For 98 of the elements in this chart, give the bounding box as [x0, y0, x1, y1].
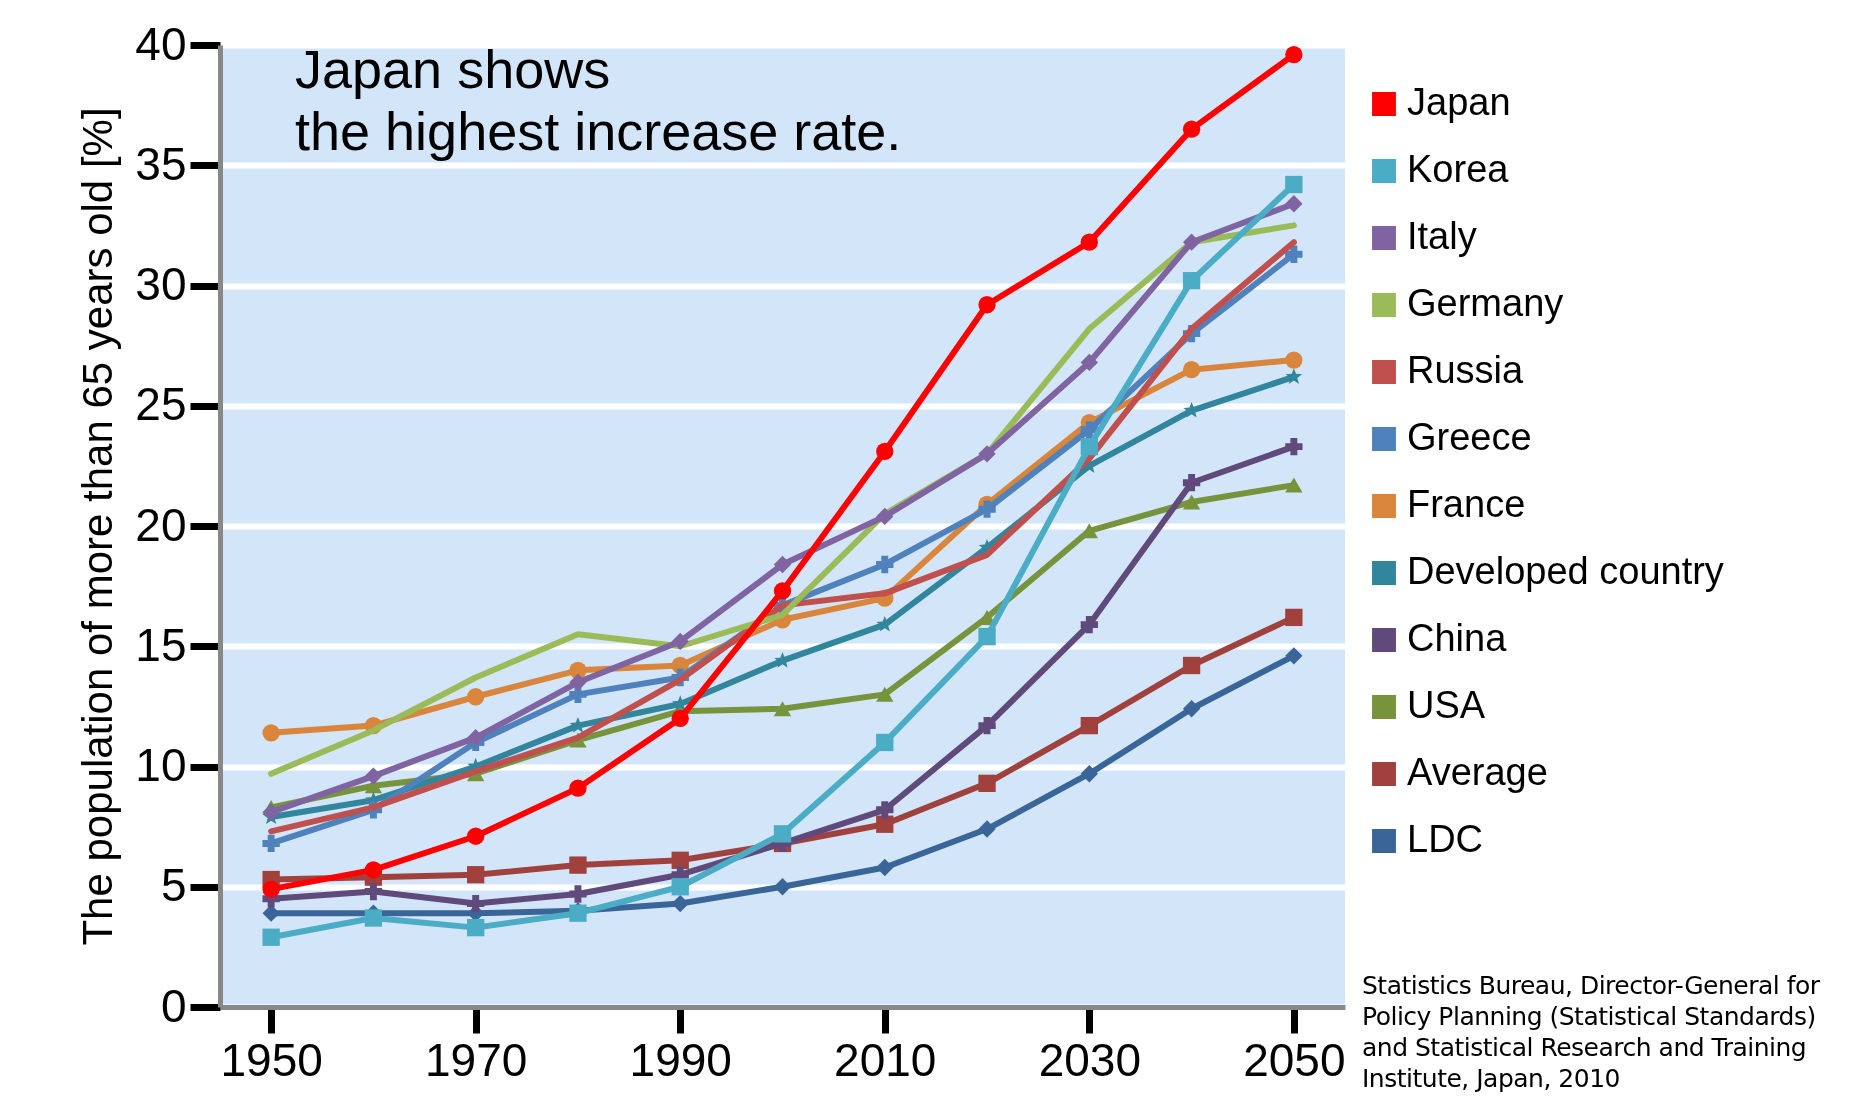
legend-label: Korea	[1407, 148, 1510, 190]
point	[1080, 765, 1098, 783]
point	[262, 880, 280, 898]
x-tick-label: 2050	[1243, 1033, 1346, 1086]
legend-label: USA	[1407, 684, 1486, 726]
legend-label: Russia	[1407, 349, 1525, 391]
point	[1182, 233, 1201, 251]
point	[1080, 353, 1098, 372]
point	[773, 582, 792, 600]
point	[467, 688, 485, 706]
point	[876, 858, 894, 877]
point	[978, 774, 996, 792]
x-tick-label: 1950	[220, 1033, 323, 1086]
point	[671, 878, 689, 896]
point	[876, 801, 894, 819]
point	[978, 445, 996, 463]
y-tick-label: 5	[160, 859, 187, 912]
point	[1182, 361, 1201, 379]
point	[569, 856, 587, 874]
legend-label: Average	[1407, 751, 1548, 793]
y-tick-label: 15	[135, 618, 187, 671]
text: Statistics Bureau, Director-General for Policy Planning (Statistical Standards) and Statistical Research and Training Institute, Japan, 2010	[1362, 970, 1821, 1094]
point	[671, 709, 689, 728]
point	[1080, 716, 1098, 735]
y-tick-label: 10	[135, 739, 187, 791]
point	[364, 909, 383, 927]
x-tick-label: 1970	[425, 1033, 528, 1086]
point	[1080, 437, 1098, 456]
point	[569, 779, 587, 797]
point	[1285, 608, 1303, 627]
point	[1182, 120, 1201, 138]
point	[467, 894, 485, 913]
point	[978, 500, 996, 518]
point	[1182, 474, 1201, 492]
point	[1285, 437, 1303, 456]
legend-label: China	[1407, 617, 1508, 659]
point	[1285, 175, 1303, 194]
point	[876, 686, 894, 702]
point	[978, 296, 996, 314]
y-tick-label: 30	[135, 258, 187, 310]
point	[876, 615, 893, 632]
x-tick-label: 2030	[1038, 1033, 1141, 1086]
point	[262, 803, 280, 821]
point	[1285, 351, 1303, 369]
point	[1285, 45, 1303, 64]
legend-label: Germany	[1407, 282, 1564, 324]
y-tick-label: 40	[135, 17, 187, 70]
point	[569, 885, 587, 903]
point	[978, 627, 996, 646]
point	[467, 827, 485, 845]
point	[773, 878, 792, 896]
point	[1182, 700, 1201, 718]
annotation: Japan shows the highest increase rate.	[295, 39, 902, 161]
y-tick-label: 25	[135, 378, 187, 431]
point	[876, 507, 894, 526]
point	[1080, 233, 1098, 251]
point	[1285, 245, 1303, 263]
legend-label: Japan	[1407, 81, 1511, 123]
point	[364, 882, 383, 901]
point	[467, 728, 485, 747]
point	[876, 815, 894, 833]
point	[1285, 368, 1303, 384]
y-axis-title: The population of more than 65 years old [%]	[74, 107, 122, 946]
point	[364, 767, 383, 785]
point	[671, 632, 689, 651]
point	[876, 733, 894, 752]
x-tick-label: 2010	[834, 1033, 937, 1086]
legend-label: LDC	[1407, 818, 1484, 860]
legend-label: Italy	[1407, 215, 1477, 257]
y-tick-label: 20	[135, 498, 187, 551]
point	[876, 442, 894, 461]
point	[1285, 647, 1303, 665]
point	[773, 555, 792, 574]
legend-label: Greece	[1407, 416, 1532, 458]
point	[773, 701, 792, 717]
point	[1182, 272, 1201, 290]
point	[262, 928, 280, 946]
point	[1182, 656, 1201, 675]
point	[876, 555, 894, 574]
point	[467, 918, 485, 937]
point	[1285, 195, 1303, 213]
point	[364, 861, 383, 879]
y-tick-label: 35	[135, 137, 187, 190]
point	[978, 716, 996, 735]
point	[1080, 421, 1098, 439]
point	[978, 820, 996, 838]
point	[1285, 477, 1303, 493]
legend-label: Developed country	[1407, 550, 1724, 592]
point	[262, 724, 280, 742]
point	[773, 825, 792, 843]
x-tick-label: 1990	[629, 1033, 732, 1086]
legend-label: France	[1407, 483, 1526, 525]
y-tick-label: 0	[160, 979, 187, 1032]
point	[467, 866, 485, 884]
point	[1182, 494, 1201, 510]
point	[262, 834, 280, 853]
point	[569, 673, 587, 691]
point	[1080, 615, 1098, 634]
